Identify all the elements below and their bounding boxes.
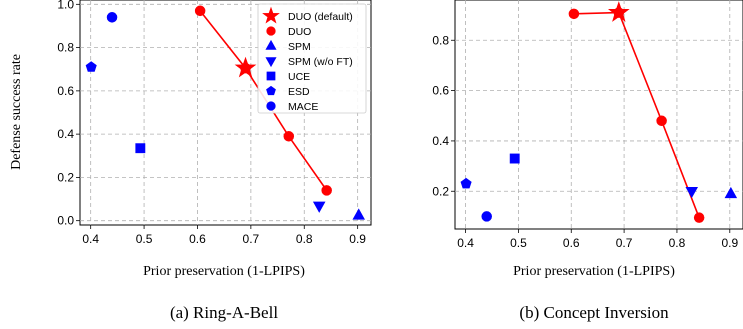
legend-label: SPM: [288, 41, 311, 53]
legend-entry-spm: SPM: [265, 39, 311, 53]
plot-frame: [79, 0, 372, 226]
legend-entry-mace: MACE: [266, 101, 318, 113]
legend-label: DUO: [288, 26, 311, 38]
point-duo: [568, 8, 580, 20]
chart-concept-inversion: 0.4 0.5 0.6 0.7 0.8 0.9 0.2 0.4 0.6 0.8 Prior pr…: [432, 0, 743, 322]
point-uce: [135, 143, 146, 154]
x-tick-label: 0.7: [243, 232, 260, 246]
point-esd: [460, 177, 472, 189]
series-group: [460, 1, 738, 223]
legend-box: [257, 3, 367, 114]
y-tick-label: 0.6: [57, 84, 74, 98]
y-axis-label: Defense success rate: [9, 54, 24, 170]
legend-marker-duo-default: [262, 6, 280, 24]
x-tick-label: 0.5: [510, 236, 527, 250]
y-tick-label: 1.0: [57, 0, 74, 11]
chart-ring-a-bell: 0.4 0.5 0.6 0.7 0.8 0.9 0.0 0.2 0.4 0.6 0.8 1.0 De…: [9, 0, 372, 322]
x-tick-label: 0.9: [721, 236, 738, 250]
y-tick-label: 0.0: [57, 214, 74, 228]
legend-label: DUO (default): [288, 11, 353, 23]
y-tick-label: 0.4: [432, 134, 449, 148]
legend-label: SPM (w/o FT): [288, 56, 353, 68]
y-tick-label: 0.6: [432, 84, 449, 98]
point-duo: [240, 62, 251, 74]
point-mace: [481, 211, 492, 222]
legend-label: MACE: [288, 101, 318, 113]
legend-marker-spm: [265, 39, 277, 50]
point-esd: [85, 61, 97, 72]
y-tick-label: 0.4: [57, 127, 74, 141]
y-ticks: 0.0 0.2 0.4 0.6 0.8 1.0: [57, 0, 80, 228]
point-spm: [352, 208, 365, 220]
x-axis-label: Prior preservation (1-LPIPS): [513, 264, 675, 279]
series-line-duo: [573, 11, 700, 218]
x-ticks: 0.4 0.5 0.6 0.7 0.8 0.9: [82, 225, 366, 246]
point-mace: [106, 12, 118, 23]
x-tick-label: 0.8: [296, 232, 313, 246]
x-tick-label: 0.6: [563, 236, 580, 250]
legend-label: UCE: [288, 71, 310, 83]
x-tick-label: 0.7: [616, 236, 633, 250]
x-axis-label: Prior preservation (1-LPIPS): [143, 264, 305, 279]
grid: [455, 0, 743, 229]
legend-label: ESD: [288, 86, 310, 98]
x-tick-label: 0.4: [82, 232, 99, 246]
point-duo: [283, 131, 295, 142]
y-ticks: 0.2 0.4 0.6 0.8: [432, 33, 455, 198]
point-duo: [693, 212, 705, 223]
point-uce: [509, 153, 520, 164]
legend-entry-spm-w-o-ft: SPM (w/o FT): [265, 56, 353, 68]
legend: DUO (default) DUO SPM SPM (w/o FT) UCE ESD MAC…: [257, 3, 367, 114]
y-tick-label: 0.2: [57, 170, 74, 184]
point-spm-w-o-ft: [312, 201, 326, 213]
x-tick-label: 0.5: [136, 232, 153, 246]
legend-marker-mace: [266, 101, 276, 111]
chart-caption: (a) Ring-A-Bell: [170, 303, 278, 322]
x-ticks: 0.4 0.5 0.6 0.7 0.8 0.9: [457, 229, 738, 250]
x-tick-label: 0.6: [189, 232, 206, 246]
legend-entry-duo-default: DUO (default): [262, 6, 353, 24]
point-spm-w-o-ft: [685, 186, 699, 199]
legend-marker-esd: [266, 85, 276, 96]
x-tick-label: 0.4: [457, 236, 474, 250]
point-duo: [613, 7, 625, 18]
legend-marker-uce: [266, 71, 276, 81]
point-duo: [194, 5, 206, 17]
point-duo: [656, 115, 667, 127]
legend-entry-uce: UCE: [266, 71, 310, 83]
y-tick-label: 0.8: [57, 41, 74, 55]
legend-items: DUO (default) DUO SPM SPM (w/o FT) UCE ESD MAC…: [262, 6, 353, 113]
legend-entry-esd: ESD: [266, 85, 310, 98]
plot-frame: [454, 0, 743, 230]
legend-entry-duo: DUO: [266, 26, 311, 38]
legend-marker-spm-w-o-ft: [265, 57, 277, 68]
x-tick-label: 0.9: [349, 232, 366, 246]
point-duo: [321, 185, 332, 196]
chart-caption: (b) Concept Inversion: [519, 303, 669, 322]
y-tick-label: 0.2: [432, 184, 449, 198]
point-spm: [724, 186, 738, 199]
legend-marker-duo: [266, 26, 276, 36]
x-tick-label: 0.8: [669, 236, 686, 250]
y-tick-label: 0.8: [432, 33, 449, 47]
